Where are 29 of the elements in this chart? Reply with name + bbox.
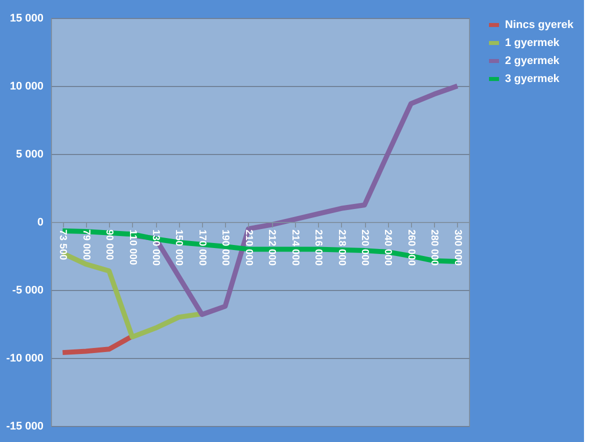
- legend-label: 2 gyermek: [505, 55, 560, 67]
- x-tick-label: 214 000: [289, 230, 300, 266]
- x-tick-label: 216 000: [312, 230, 324, 266]
- x-tick-label: 218 000: [336, 230, 347, 266]
- x-tick-label: 170 000: [196, 230, 208, 266]
- x-tick-label: 300 000: [452, 230, 463, 266]
- y-tick-label: -15 000: [6, 420, 44, 432]
- x-tick-label: 212 000: [266, 230, 278, 266]
- legend-label: Nincs gyerek: [505, 19, 574, 31]
- x-tick-label: 79 000: [80, 230, 92, 261]
- x-tick-label: 150 000: [173, 230, 184, 266]
- x-tick-label: 73 500: [57, 230, 68, 261]
- x-tick-label: 280 000: [428, 230, 440, 266]
- y-tick-label: -10 000: [6, 352, 44, 364]
- y-tick-label: 0: [37, 216, 44, 228]
- legend-label: 1 gyermek: [505, 37, 560, 49]
- y-tick-label: -5 000: [12, 284, 44, 296]
- x-tick-label: 240 000: [382, 230, 394, 266]
- y-tick-label: 15 000: [10, 12, 44, 24]
- legend-label: 3 gyermek: [505, 73, 560, 85]
- y-tick-label: 10 000: [10, 80, 44, 92]
- x-tick-label: 260 000: [405, 230, 416, 266]
- x-tick-label: 110 000: [126, 230, 138, 266]
- x-tick-label: 90 000: [104, 230, 115, 261]
- x-tick-label: 130 000: [150, 230, 161, 266]
- x-tick-label: 210 000: [242, 230, 254, 266]
- x-tick-label: 220 000: [359, 230, 370, 266]
- x-tick-label: 190 000: [220, 230, 231, 266]
- y-tick-label: 5 000: [16, 148, 44, 160]
